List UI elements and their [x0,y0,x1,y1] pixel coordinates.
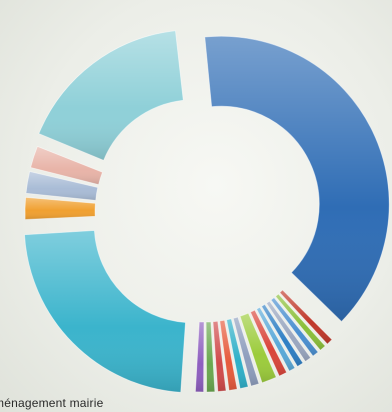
slice-shine-16 [25,197,96,220]
donut-slice-4 [265,300,312,362]
donut-slice-7 [249,309,288,377]
donut-slice-6 [256,306,296,372]
donut-slice-2 [274,293,326,351]
donut-slice-12 [212,320,227,392]
slice-shine-11 [219,320,238,391]
slice-shine-2 [275,293,326,351]
donut-slice-1 [279,289,333,345]
donut-slice-8 [239,312,277,384]
slice-shine-13 [206,321,215,392]
slice-shine-14 [195,321,205,392]
slice-shine-19 [38,30,184,161]
slice-shine-8 [240,313,277,383]
slice-shine-7 [250,310,287,376]
slice-shine-6 [256,307,295,372]
donut-slice-9 [232,316,260,387]
slice-shine-5 [261,304,303,367]
cut-off-label: ménagement mairie [0,396,104,410]
donut-slice-15 [24,230,186,393]
slice-shine-15 [24,230,186,393]
donut-slices [24,30,390,393]
donut-slice-17 [25,170,99,201]
slice-shine-18 [30,146,103,185]
donut-slice-16 [24,196,96,220]
slice-shine-12 [212,321,226,392]
donut-slice-11 [219,319,238,391]
donut-slice-14 [195,321,205,393]
slice-shine-9 [233,316,259,386]
slice-shine-3 [271,297,319,356]
slice-shine-1 [279,290,332,345]
slice-shine-4 [266,301,311,362]
donut-slice-5 [261,303,304,367]
donut-slice-18 [30,145,103,185]
donut-slice-13 [205,321,216,393]
donut-slice-3 [270,297,319,357]
donut-slice-0 [204,35,390,323]
donut-slice-19 [38,30,184,161]
slice-shine-10 [226,318,249,389]
slice-shine-17 [25,171,98,201]
donut-slice-10 [226,318,249,389]
slice-shine-0 [204,36,390,322]
